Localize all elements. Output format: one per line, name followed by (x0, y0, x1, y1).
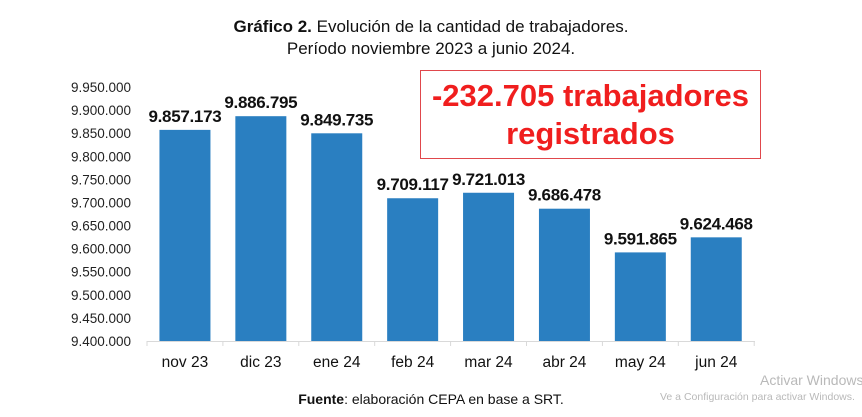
y-tick-label: 9.600.000 (71, 242, 131, 257)
data-label: 9.591.865 (604, 229, 677, 248)
data-label: 9.709.117 (377, 175, 449, 194)
y-tick-label: 9.800.000 (71, 149, 131, 164)
callout-box: -232.705 trabajadores registrados (420, 70, 761, 159)
bar-dic-23 (235, 116, 287, 342)
windows-watermark-title: Activar Windows (760, 372, 862, 388)
y-tick-label: 9.550.000 (71, 265, 131, 280)
bar-nov-23 (159, 129, 211, 341)
y-tick-label: 9.850.000 (71, 126, 131, 141)
data-label: 9.857.173 (148, 107, 221, 126)
bar-may-24 (614, 252, 666, 341)
data-label: 9.624.468 (680, 214, 753, 233)
bar-mar-24 (463, 192, 515, 341)
data-label: 9.686.478 (528, 186, 601, 205)
bar-abr-24 (538, 208, 590, 341)
y-tick-label: 9.900.000 (71, 103, 131, 118)
x-tick-label: nov 23 (162, 354, 209, 371)
source-label: Fuente (298, 391, 345, 407)
chart-title: Gráfico 2. Evolución de la cantidad de t… (0, 16, 862, 60)
y-tick-label: 9.700.000 (71, 195, 131, 210)
data-label: 9.721.013 (452, 170, 525, 189)
y-tick-label: 9.950.000 (71, 80, 131, 95)
windows-watermark-text: Ve a Configuración para activar Windows. (660, 391, 855, 403)
bar-ene-24 (311, 133, 363, 341)
y-tick-label: 9.400.000 (71, 334, 131, 349)
callout-line2: registrados (506, 116, 675, 151)
title-bold: Gráfico 2. (233, 17, 312, 36)
y-tick-label: 9.450.000 (71, 311, 131, 326)
x-tick-label: may 24 (615, 354, 666, 371)
chart-subtitle: Período noviembre 2023 a junio 2024. (286, 39, 576, 58)
source-note: Fuente: elaboración CEPA en base a SRT. (0, 391, 862, 407)
y-tick-label: 9.750.000 (71, 172, 131, 187)
source-text: : elaboración CEPA en base a SRT. (344, 391, 564, 407)
x-tick-label: ene 24 (313, 354, 361, 371)
x-tick-label: feb 24 (391, 354, 434, 371)
x-tick-label: abr 24 (542, 354, 586, 371)
y-tick-label: 9.650.000 (71, 219, 131, 234)
title-text: Evolución de la cantidad de trabajadores… (311, 17, 629, 36)
x-tick-label: dic 23 (240, 354, 281, 371)
data-label: 9.886.795 (224, 93, 297, 112)
y-tick-label: 9.500.000 (71, 288, 131, 303)
bar-feb-24 (387, 198, 439, 341)
x-tick-label: mar 24 (464, 354, 513, 371)
x-tick-label: jun 24 (694, 354, 738, 371)
bar-jun-24 (690, 237, 742, 341)
data-label: 9.849.735 (300, 110, 373, 129)
callout-line1: -232.705 trabajadores (431, 78, 750, 113)
